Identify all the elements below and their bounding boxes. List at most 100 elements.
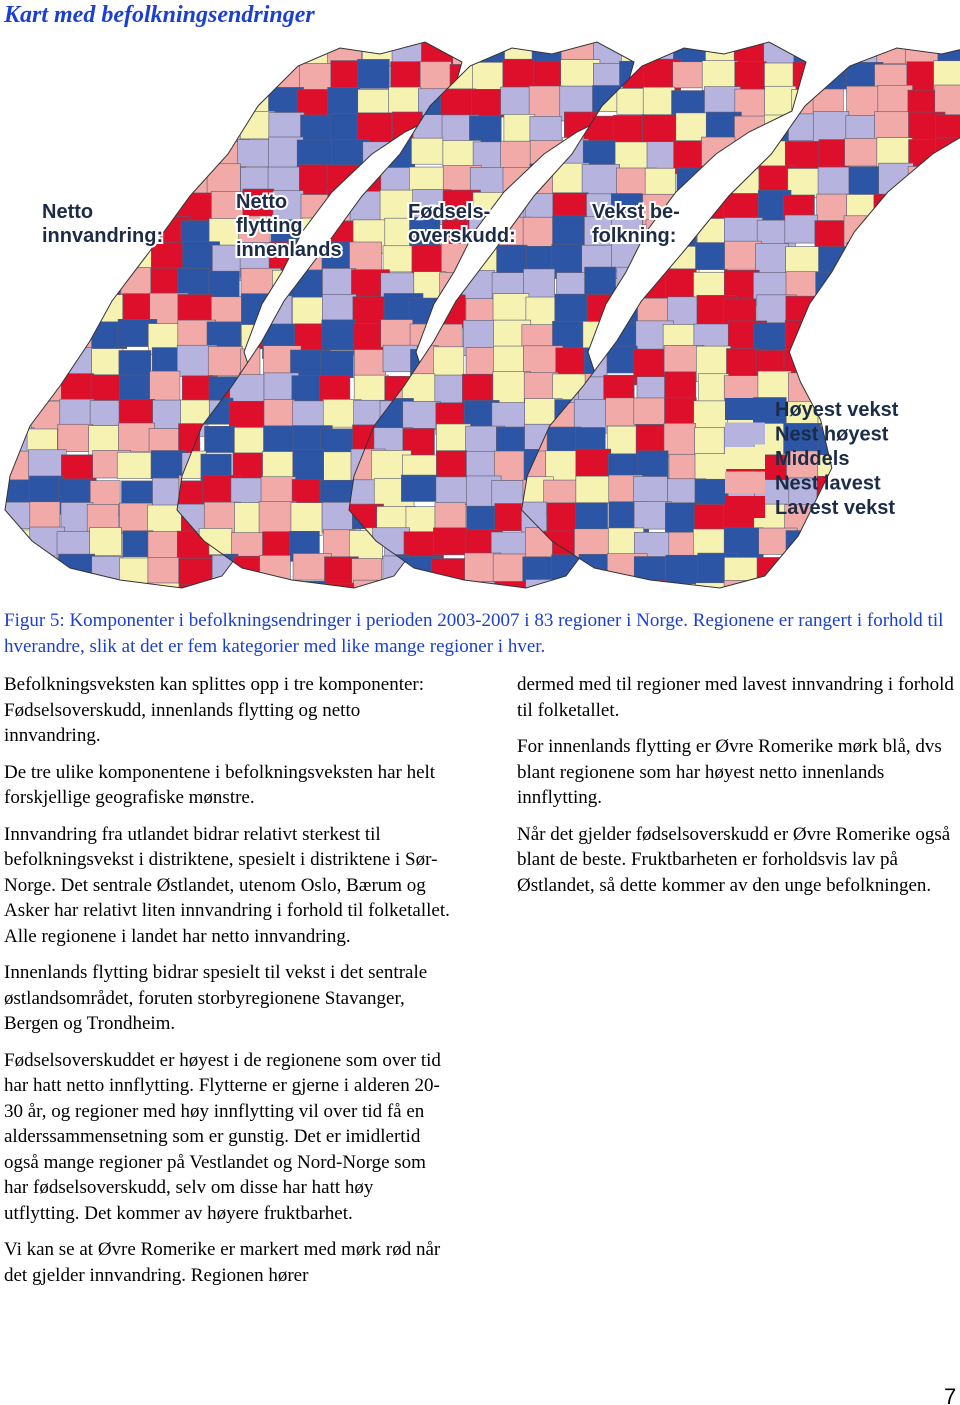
region bbox=[784, 214, 818, 244]
region bbox=[88, 425, 124, 456]
region bbox=[5, 397, 30, 429]
legend-swatch bbox=[725, 422, 765, 445]
region bbox=[149, 370, 181, 402]
region bbox=[238, 215, 271, 246]
region bbox=[88, 42, 121, 69]
region bbox=[842, 268, 876, 297]
region bbox=[611, 582, 648, 588]
map-label: Netto bbox=[42, 201, 93, 223]
region bbox=[824, 373, 856, 399]
region bbox=[904, 375, 943, 406]
region bbox=[29, 89, 68, 121]
region bbox=[87, 62, 126, 97]
region bbox=[401, 474, 439, 502]
region bbox=[60, 114, 92, 145]
region bbox=[202, 62, 240, 95]
region bbox=[117, 111, 152, 148]
region bbox=[62, 293, 96, 323]
region bbox=[852, 269, 885, 305]
region bbox=[785, 530, 826, 563]
region bbox=[611, 242, 643, 272]
region bbox=[667, 296, 703, 325]
region bbox=[177, 63, 210, 98]
region bbox=[259, 42, 299, 66]
region bbox=[57, 423, 94, 453]
region bbox=[556, 582, 595, 588]
region bbox=[58, 553, 95, 581]
region bbox=[29, 475, 65, 505]
region bbox=[89, 192, 122, 229]
region bbox=[937, 347, 960, 383]
region bbox=[237, 58, 275, 87]
region bbox=[177, 138, 207, 168]
region bbox=[873, 193, 908, 228]
region bbox=[177, 89, 209, 126]
region bbox=[633, 579, 666, 588]
legend-swatch bbox=[725, 471, 765, 494]
region bbox=[5, 244, 35, 276]
region bbox=[404, 580, 444, 588]
region bbox=[821, 324, 852, 356]
region bbox=[682, 190, 715, 217]
region bbox=[208, 581, 241, 588]
figure-caption: Figur 5: Komponenter i befolkningsendrin… bbox=[4, 610, 944, 657]
region bbox=[783, 423, 821, 455]
region bbox=[89, 138, 128, 170]
paragraph: For innenlands flytting er Øvre Romerike… bbox=[517, 736, 942, 808]
region bbox=[903, 243, 942, 277]
region bbox=[933, 506, 960, 537]
region bbox=[754, 580, 793, 588]
region bbox=[402, 401, 441, 430]
legend-label: Nest høyest bbox=[775, 424, 889, 446]
region bbox=[554, 293, 588, 324]
region bbox=[27, 163, 58, 198]
region bbox=[434, 582, 475, 588]
region bbox=[5, 85, 40, 118]
region bbox=[874, 242, 913, 272]
region bbox=[149, 84, 185, 114]
region bbox=[357, 59, 390, 89]
region bbox=[934, 402, 960, 430]
region bbox=[374, 580, 407, 588]
region bbox=[380, 582, 417, 588]
region bbox=[199, 579, 234, 588]
region bbox=[238, 42, 271, 71]
region bbox=[434, 502, 466, 531]
region bbox=[664, 371, 697, 400]
region bbox=[585, 580, 618, 588]
region bbox=[229, 578, 268, 588]
region bbox=[825, 533, 860, 563]
region bbox=[421, 582, 458, 588]
region bbox=[934, 582, 960, 588]
region bbox=[934, 426, 960, 458]
map-label: innvandring: bbox=[42, 225, 163, 247]
region bbox=[907, 166, 948, 201]
region bbox=[663, 422, 696, 458]
region bbox=[935, 137, 960, 173]
region bbox=[904, 500, 943, 537]
region bbox=[5, 348, 32, 377]
region bbox=[934, 449, 960, 485]
region bbox=[149, 42, 182, 70]
region bbox=[764, 85, 797, 119]
region bbox=[208, 60, 243, 95]
region bbox=[844, 528, 880, 564]
region bbox=[353, 349, 386, 380]
region bbox=[119, 502, 153, 534]
region bbox=[260, 295, 293, 327]
region bbox=[148, 141, 182, 175]
region bbox=[874, 556, 908, 588]
region bbox=[91, 555, 124, 588]
region bbox=[118, 63, 151, 91]
region bbox=[905, 398, 938, 435]
region bbox=[857, 580, 895, 596]
region bbox=[267, 579, 303, 588]
region bbox=[5, 60, 34, 92]
region bbox=[207, 346, 243, 376]
map-outline bbox=[176, 41, 635, 589]
region bbox=[695, 242, 728, 270]
region bbox=[178, 557, 215, 587]
region bbox=[89, 527, 122, 556]
region bbox=[934, 270, 960, 302]
